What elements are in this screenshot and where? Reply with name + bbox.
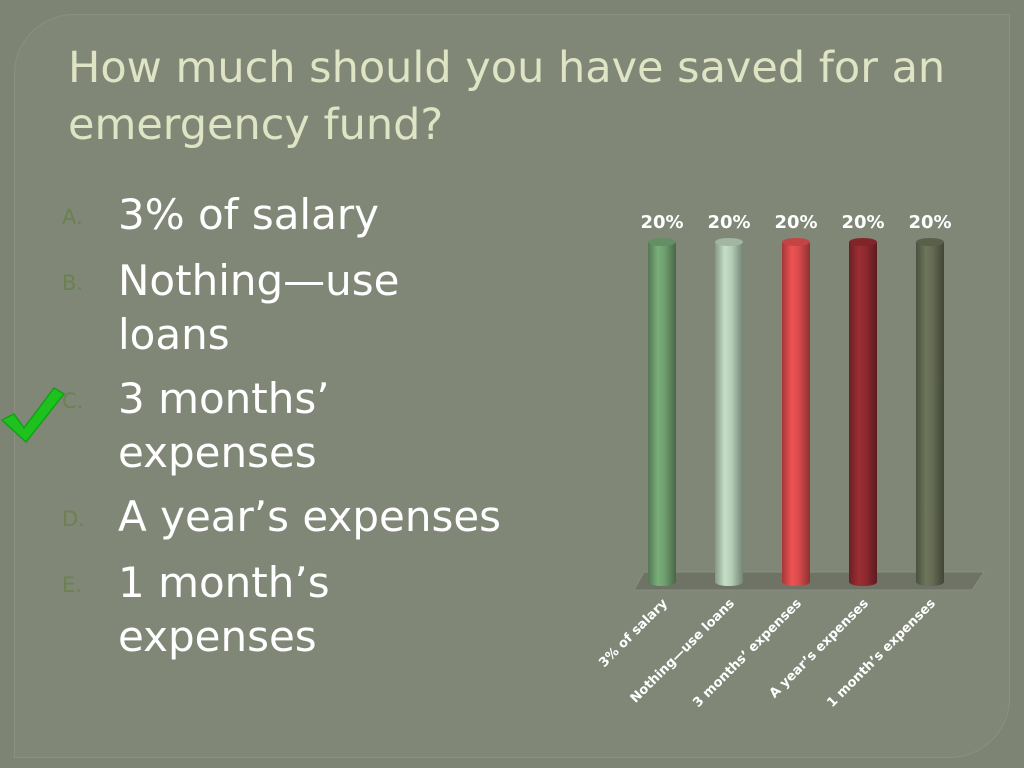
- bar-body: [916, 242, 944, 586]
- category-label: 3% of salary: [596, 596, 671, 671]
- bar: [648, 238, 676, 586]
- answer-marker: A.: [62, 205, 83, 229]
- value-label: 20%: [707, 212, 750, 233]
- answer-item-e: E. 1 month’s expenses: [62, 556, 532, 664]
- bar: [715, 238, 743, 586]
- slide-background: [14, 14, 1010, 758]
- slide-title: How much should you have saved for an em…: [68, 43, 946, 150]
- answer-text: 3% of salary: [118, 190, 379, 239]
- answer-text: 1 month’s expenses: [118, 558, 330, 661]
- answer-list: A. 3% of salary B. Nothing—use loans C. …: [62, 188, 532, 674]
- bar-chart: 20% 20% 20% 20% 20% 3% of salaryNothing—use …: [596, 212, 985, 711]
- answer-marker: B.: [62, 271, 84, 295]
- bar-body: [782, 242, 810, 586]
- answer-marker: C.: [62, 389, 84, 413]
- answer-item-b: B. Nothing—use loans: [62, 254, 532, 362]
- bar-body: [648, 242, 676, 586]
- bar-cap: [782, 238, 810, 246]
- bar-cap: [648, 238, 676, 246]
- bar-body: [849, 242, 877, 586]
- value-label: 20%: [908, 212, 951, 233]
- check-mark-icon: [0, 387, 66, 444]
- answer-marker: E.: [62, 573, 82, 597]
- answer-text: A year’s expenses: [118, 492, 502, 541]
- bar-cap: [849, 238, 877, 246]
- bar-cap: [916, 238, 944, 246]
- category-label: 1 month’s expenses: [824, 596, 939, 711]
- bar-body: [715, 242, 743, 586]
- answer-item-a: A. 3% of salary: [62, 188, 532, 244]
- answer-text: Nothing—use loans: [118, 256, 400, 359]
- answer-marker: D.: [62, 507, 85, 531]
- bar-cap: [715, 238, 743, 246]
- bar: [849, 238, 877, 586]
- bar: [916, 238, 944, 586]
- answer-text: 3 months’ expenses: [118, 374, 330, 477]
- bar: [782, 238, 810, 586]
- value-label: 20%: [640, 212, 683, 233]
- category-label: 3 months’ expenses: [690, 596, 805, 711]
- value-label: 20%: [841, 212, 884, 233]
- value-label: 20%: [774, 212, 817, 233]
- answer-item-d: D. A year’s expenses: [62, 490, 532, 546]
- answer-item-c: C. 3 months’ expenses: [62, 372, 532, 480]
